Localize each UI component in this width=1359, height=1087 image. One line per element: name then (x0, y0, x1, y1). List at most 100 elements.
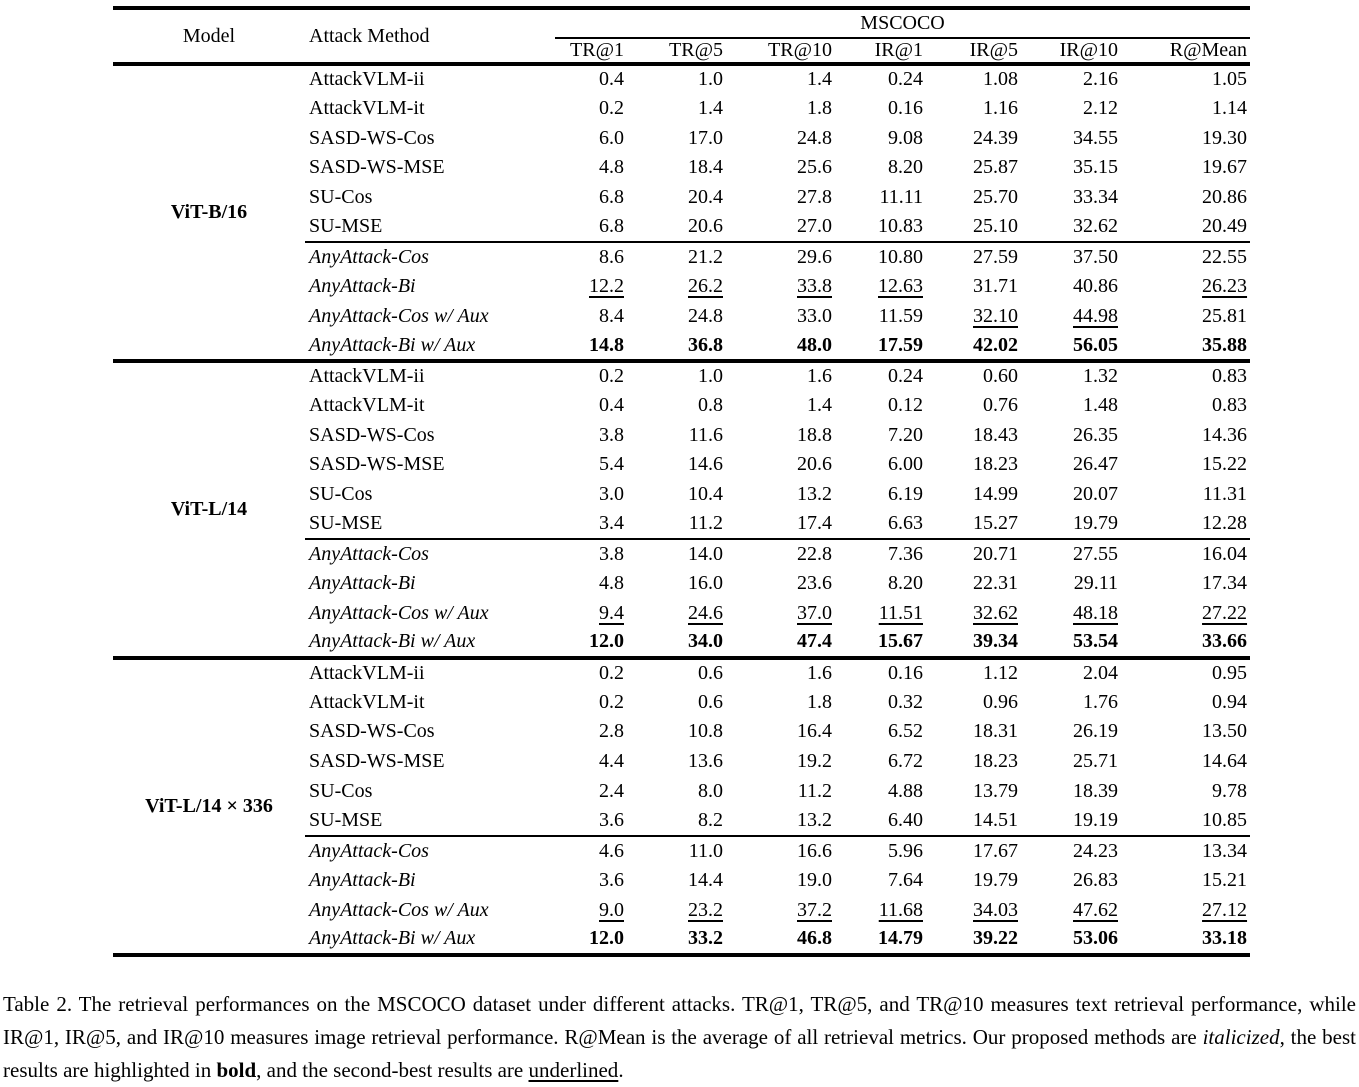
metric-value: 0.96 (983, 690, 1018, 713)
metric-value: 6.40 (888, 809, 923, 832)
metric-value-cell: 20.07 (1021, 480, 1121, 510)
table-row: SU-MSE 3.4 11.2 17.4 6.63 15.27 19.79 12.28 (113, 509, 1250, 539)
attack-method-cell: AttackVLM-it (309, 393, 425, 416)
metric-value: 12.0 (589, 630, 624, 653)
metric-value-cell: 32.10 (926, 302, 1021, 332)
metric-value: 6.72 (888, 750, 923, 773)
table-row: AnyAttack-Cos 3.8 14.0 22.8 7.36 20.71 27.55 16… (113, 538, 1251, 569)
metric-value-cell: 8.4 (555, 302, 627, 332)
metric-value: 8.20 (888, 572, 923, 595)
metric-value: 39.22 (973, 927, 1018, 950)
metric-value-cell: 22.31 (926, 569, 1021, 599)
metric-value: 5.96 (888, 839, 923, 862)
metric-value-cell: 26.23 (1121, 272, 1250, 302)
metric-value-cell: 1.8 (726, 687, 835, 717)
metric-value: 20.6 (797, 453, 832, 476)
metric-value: 6.00 (888, 453, 923, 476)
metric-value: 14.51 (973, 809, 1018, 832)
metric-value: 18.31 (973, 720, 1018, 743)
metric-value-cell: 1.0 (627, 358, 726, 391)
metric-value: 3.6 (599, 868, 624, 891)
metric-value: 24.8 (688, 304, 723, 327)
metric-value-cell: 0.60 (926, 358, 1021, 391)
metric-value: 29.6 (797, 245, 832, 268)
metric-value: 53.54 (1073, 630, 1118, 653)
metric-value: 1.76 (1083, 690, 1118, 713)
table-row: SU-Cos 2.4 8.0 11.2 4.88 13.79 18.39 9.78 (113, 777, 1250, 807)
metric-value: 16.0 (688, 572, 723, 595)
table-row: AnyAttack-Cos w/ Aux 9.0 23.2 37.2 11.68 34.0… (113, 895, 1250, 925)
metric-value-cell: 4.88 (835, 777, 926, 807)
table-row: AttackVLM-it 0.2 0.6 1.8 0.32 0.96 1.76 0.94 (113, 687, 1250, 717)
metric-value-cell: 8.0 (627, 777, 726, 807)
metric-value: 14.79 (878, 927, 923, 950)
metric-value: 31.71 (973, 275, 1018, 298)
table-row: SASD-WS-Cos 2.8 10.8 16.4 6.52 18.31 26.19 13.5… (113, 717, 1250, 747)
metric-value-cell: 5.96 (835, 834, 926, 866)
metric-value-cell: 0.6 (627, 655, 726, 688)
metric-value: 16.04 (1202, 542, 1248, 565)
metric-value-cell: 22.8 (726, 538, 835, 569)
metric-value-cell: 10.85 (1121, 806, 1250, 836)
metric-value-cell: 17.4 (726, 509, 835, 539)
metric-value: 0.24 (888, 365, 923, 388)
metric-value-cell: 10.4 (627, 480, 726, 510)
metric-value-cell: 24.39 (926, 123, 1021, 153)
metric-value-cell: 18.4 (627, 153, 726, 183)
metric-value-cell: 24.8 (726, 123, 835, 153)
metric-value: 14.6 (688, 453, 723, 476)
metric-value-cell: 29.6 (726, 241, 835, 272)
metric-value: 14.36 (1202, 423, 1248, 446)
table-body: ViT-B/16 AttackVLM-ii 0.4 1.0 1.4 0.24 1.08 2.1… (113, 62, 1251, 955)
metric-value-cell: 33.8 (726, 272, 835, 302)
metric-value-cell: 17.0 (627, 123, 726, 153)
metric-value-cell: 18.39 (1021, 777, 1121, 807)
metric-value: 19.19 (1073, 809, 1118, 832)
metric-value-cell: 20.6 (627, 212, 726, 242)
metric-value: 25.10 (973, 215, 1018, 238)
metric-value: 14.99 (973, 482, 1018, 505)
metric-value: 29.11 (1073, 572, 1118, 595)
metric-value-cell: 36.8 (627, 331, 726, 361)
metric-value: 3.6 (599, 809, 624, 832)
metric-value: 11.6 (688, 423, 723, 446)
metric-value: 18.8 (797, 423, 832, 446)
metric-value: 2.16 (1083, 68, 1118, 91)
metric-value: 40.86 (1073, 275, 1118, 298)
metric-value: 0.4 (599, 393, 624, 416)
metric-value-cell: 11.0 (627, 834, 726, 866)
metric-value: 0.94 (1212, 690, 1248, 713)
metric-value-cell: 12.28 (1121, 509, 1250, 539)
metric-value: 36.8 (688, 333, 723, 356)
metric-value: 27.0 (797, 215, 832, 238)
metric-value-cell: 13.79 (926, 777, 1021, 807)
metric-value: 4.88 (888, 779, 923, 802)
metric-value-cell: 8.2 (627, 806, 726, 836)
metric-value-cell: 19.30 (1121, 123, 1250, 153)
metric-value-cell: 1.6 (726, 358, 835, 391)
metric-value: 11.2 (688, 512, 723, 535)
metric-value: 19.67 (1202, 156, 1248, 179)
metric-value-cell: 6.8 (555, 183, 627, 213)
metric-value-cell: 0.2 (555, 655, 627, 688)
metric-value: 0.4 (599, 68, 624, 91)
metric-value: 8.6 (599, 245, 624, 268)
metric-value: 33.18 (1202, 927, 1248, 950)
metric-value-cell: 17.67 (926, 834, 1021, 866)
metric-value: 1.6 (807, 662, 832, 685)
metric-value: 25.71 (1073, 750, 1118, 773)
metric-value-cell: 19.0 (726, 866, 835, 896)
table-row: ViT-L/14 AttackVLM-ii 0.2 1.0 1.6 0.24 0.60 1.3… (113, 358, 1251, 658)
metric-value-cell: 37.2 (726, 895, 835, 925)
metric-value: 4.8 (599, 156, 624, 179)
metric-value-cell: 53.06 (1021, 925, 1121, 955)
metric-value: 1.48 (1083, 393, 1118, 416)
metric-value-cell: 33.66 (1121, 628, 1250, 658)
metric-value-cell: 18.8 (726, 420, 835, 450)
metric-value: 37.0 (797, 601, 832, 624)
metric-value: 25.81 (1202, 304, 1248, 327)
metric-value: 16.6 (797, 839, 832, 862)
metric-value: 2.8 (599, 720, 624, 743)
metric-value-cell: 3.8 (555, 420, 627, 450)
metric-value: 25.87 (973, 156, 1018, 179)
